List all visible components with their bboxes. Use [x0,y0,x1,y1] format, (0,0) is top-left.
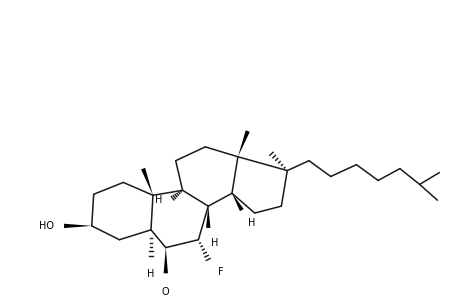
Polygon shape [163,248,168,273]
Polygon shape [231,193,243,211]
Polygon shape [237,130,249,157]
Text: HO: HO [39,221,54,231]
Text: H: H [147,269,154,279]
Text: H: H [211,238,218,248]
Text: F: F [218,267,223,278]
Polygon shape [141,168,153,195]
Text: O: O [162,287,169,297]
Polygon shape [206,206,210,228]
Polygon shape [64,224,91,228]
Text: H: H [155,195,162,205]
Text: H: H [247,218,255,228]
